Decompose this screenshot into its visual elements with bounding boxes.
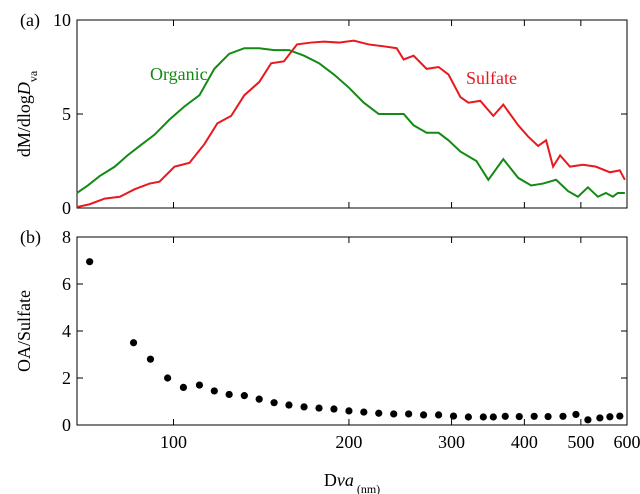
- data-point: [195, 381, 204, 389]
- y-label-part: va: [26, 70, 40, 82]
- x-tick-label: 200: [335, 432, 362, 452]
- y-tick-label: 4: [62, 321, 71, 341]
- data-point: [375, 409, 383, 417]
- data-point: [285, 401, 293, 409]
- data-point: [489, 413, 497, 421]
- data-line: [76, 47, 625, 198]
- y-axis-label: OA/Sulfate: [14, 290, 34, 372]
- y-tick-label: 8: [62, 227, 71, 247]
- y-label-part: dM/dlog: [14, 95, 34, 157]
- data-point: [210, 387, 218, 395]
- y-label-part: D: [14, 82, 34, 96]
- data-point: [530, 412, 538, 420]
- data-point: [225, 390, 233, 399]
- data-point: [606, 413, 614, 421]
- data-point: [270, 399, 278, 407]
- data-point: [449, 412, 458, 420]
- data-point: [405, 410, 413, 418]
- data-point: [300, 403, 308, 411]
- x-tick-label: 300: [438, 432, 465, 452]
- data-point: [479, 413, 487, 421]
- y-tick-label: 0: [62, 415, 71, 435]
- series-label: Organic: [150, 64, 208, 84]
- panel-label: (b): [20, 227, 41, 248]
- y-label-part: OA/Sulfate: [14, 290, 34, 372]
- data-point: [86, 258, 94, 266]
- data-point: [129, 339, 138, 347]
- data-point: [179, 383, 188, 391]
- data-point: [164, 374, 172, 382]
- data-point: [515, 412, 523, 421]
- data-point: [390, 410, 398, 418]
- series-label: Sulfate: [466, 68, 517, 88]
- data-point: [434, 411, 443, 419]
- data-point: [360, 408, 368, 416]
- data-point: [596, 414, 604, 422]
- y-tick-label: 2: [62, 368, 71, 388]
- data-point: [255, 395, 263, 403]
- y-axis-label: dM/dlogDva: [14, 70, 40, 157]
- y-tick-label: 0: [62, 198, 71, 218]
- data-point: [616, 412, 624, 420]
- x-label-part: (nm): [354, 482, 380, 494]
- x-label-part: va: [337, 470, 354, 490]
- x-axis-label: Dva (nm): [324, 470, 380, 494]
- x-label-part: D: [324, 470, 337, 490]
- data-point: [572, 410, 580, 419]
- x-tick-label: 600: [614, 432, 640, 452]
- data-point: [464, 413, 472, 421]
- y-tick-label: 6: [62, 274, 71, 294]
- x-tick-label: 500: [567, 432, 594, 452]
- x-tick-label: 400: [511, 432, 538, 452]
- x-tick-label: 100: [160, 432, 187, 452]
- plot-frame: [76, 19, 628, 209]
- data-point: [330, 405, 338, 413]
- y-tick-label: 10: [53, 10, 71, 30]
- plot-frame: [76, 236, 628, 426]
- data-point: [501, 412, 509, 420]
- data-line: [76, 39, 626, 209]
- y-tick-label: 5: [62, 104, 71, 124]
- data-point: [584, 416, 592, 424]
- data-point: [345, 407, 353, 415]
- data-point: [146, 355, 155, 363]
- data-point: [315, 404, 323, 412]
- data-point: [559, 412, 567, 420]
- panel-label: (a): [20, 10, 40, 31]
- data-point: [240, 392, 248, 400]
- data-point: [544, 412, 552, 421]
- data-point: [419, 411, 428, 419]
